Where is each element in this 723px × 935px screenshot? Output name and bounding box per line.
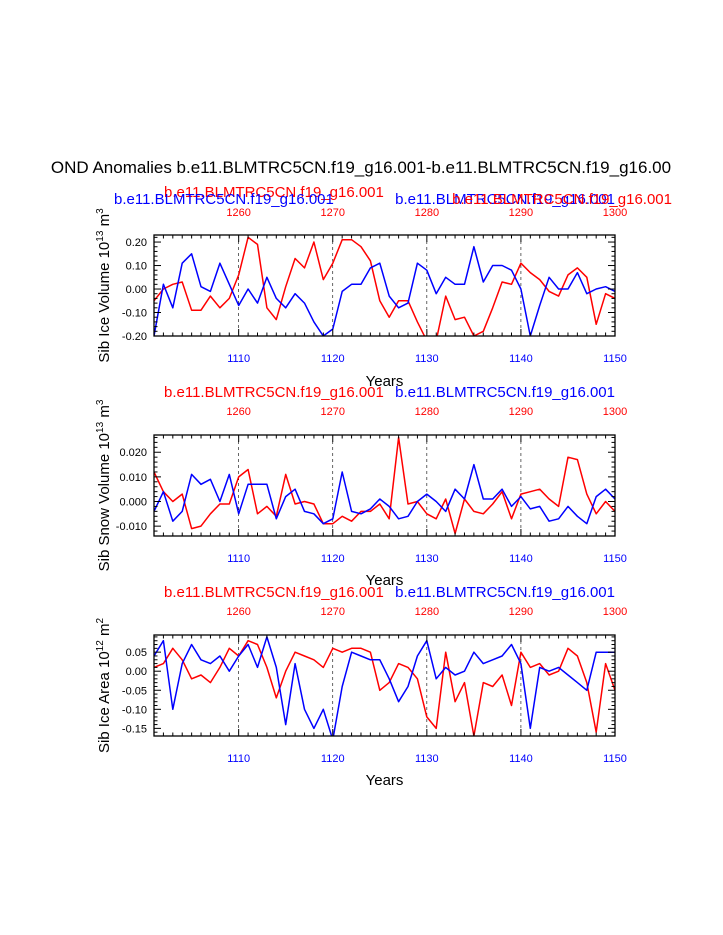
y-tick-label: 0.10 [126, 261, 147, 273]
x-tick-label-top: 1270 [321, 606, 345, 618]
y-tick-label: 0.000 [119, 497, 147, 509]
y-axis-title-exponent: 13 [95, 230, 106, 242]
x-tick-label-top: 1260 [226, 606, 250, 618]
series-group [154, 436, 615, 535]
x-tick-label-top: 1280 [415, 406, 439, 418]
x-tick-label-bottom: 1130 [415, 753, 439, 765]
y-tick-label: -0.010 [116, 521, 147, 533]
x-tick-label-top: 1290 [509, 207, 533, 219]
panel-2: b.e11.BLMTRC5CN.f19_g16.001 b.e11.BLMTRC5… [95, 384, 627, 589]
panel-title-left: b.e11.BLMTRC5CN.f19_g16.001 [164, 384, 384, 401]
x-tick-label-bottom: 1130 [415, 353, 439, 365]
y-tick-label: 0.20 [126, 237, 147, 249]
series-line-red [154, 436, 615, 535]
x-tick-label-top: 1300 [603, 406, 627, 418]
x-tick-label-top: 1260 [226, 406, 250, 418]
y-axis-title-unit-exponent: 2 [95, 618, 106, 624]
y-axis-title-unit-exponent: 3 [95, 399, 106, 405]
panels: b.e11.BLMTRC5CN.f19_g16.001 b.e11.BLMTRC5… [95, 184, 672, 789]
x-tick-label-bottom: 1150 [603, 753, 627, 765]
y-axis-title-unit-exponent: 3 [95, 208, 106, 214]
y-tick-label: -0.10 [122, 308, 147, 320]
x-tick-label-top: 1270 [321, 406, 345, 418]
y-axis-title-unit: m [96, 405, 113, 422]
panel-title-right: b.e11.BLMTRC5CN.f19_g16.001 [395, 191, 615, 208]
y-axis-title: Sib Ice Volume 1013 m3 [95, 208, 113, 363]
x-tick-label-top: 1280 [415, 606, 439, 618]
x-tick-label-bottom: 1140 [509, 753, 533, 765]
y-tick-label: -0.05 [122, 685, 147, 697]
y-axis-title-exponent: 13 [95, 421, 106, 433]
x-tick-label-bottom: 1110 [227, 553, 250, 565]
series-group [154, 236, 615, 336]
y-axis-title-main: Sib Snow Volume 10 [96, 433, 113, 571]
series-line-red [154, 236, 615, 336]
x-tick-label-top: 1300 [603, 606, 627, 618]
series-group [154, 636, 615, 736]
x-tick-label-bottom: 1150 [603, 353, 627, 365]
x-axis-title: Years [366, 373, 404, 390]
y-tick-label: 0.00 [126, 284, 147, 296]
x-tick-label-bottom: 1140 [509, 553, 533, 565]
series-line-blue [154, 636, 615, 736]
plot-frame [153, 634, 616, 737]
plot-frame [153, 234, 616, 337]
x-tick-label-bottom: 1150 [603, 553, 627, 565]
x-tick-label-top: 1280 [415, 207, 439, 219]
x-tick-label-bottom: 1120 [321, 353, 345, 365]
x-axis-title: Years [366, 772, 404, 789]
x-tick-label-bottom: 1110 [227, 753, 250, 765]
x-tick-label-top: 1290 [509, 406, 533, 418]
x-tick-label-bottom: 1120 [321, 753, 345, 765]
panel-title-right: b.e11.BLMTRC5CN.f19_g16.001 [395, 584, 615, 601]
panel-title-right: b.e11.BLMTRC5CN.f19_g16.001 [395, 384, 615, 401]
panel-3: b.e11.BLMTRC5CN.f19_g16.001 b.e11.BLMTRC5… [95, 584, 627, 789]
y-axis-title-unit: m [96, 214, 113, 231]
y-axis-title: Sib Snow Volume 1013 m3 [95, 399, 113, 571]
y-tick-label: 0.05 [126, 647, 147, 659]
y-axis-title-unit: m [96, 624, 113, 641]
plot-frame [153, 434, 616, 537]
series-line-red [154, 639, 615, 736]
x-tick-label-bottom: 1140 [509, 353, 533, 365]
panel-title-overlap-right: b.e11.BLMTRC5CN.f19_g16.001 [452, 191, 672, 208]
series-line-blue [154, 463, 615, 525]
panel-title-overlap-left: b.e11.BLMTRC5CN.f19_g16.001 [114, 191, 334, 208]
y-tick-label: -0.10 [122, 704, 147, 716]
panel-title-left: b.e11.BLMTRC5CN.f19_g16.001 [164, 584, 384, 601]
y-axis-title: Sib Ice Area 1012 m2 [95, 618, 113, 754]
x-tick-label-top: 1300 [603, 207, 627, 219]
x-tick-label-top: 1270 [321, 207, 345, 219]
y-tick-label: -0.20 [122, 331, 147, 343]
x-tick-label-top: 1260 [226, 207, 250, 219]
x-tick-label-bottom: 1110 [227, 353, 250, 365]
x-tick-label-bottom: 1120 [321, 553, 345, 565]
x-axis-title: Years [366, 572, 404, 589]
x-tick-label-top: 1290 [509, 606, 533, 618]
y-axis-title-main: Sib Ice Area 10 [96, 651, 113, 753]
panel-title-left: b.e11.BLMTRC5CN.f19_g16.001 [164, 184, 384, 201]
x-tick-label-bottom: 1130 [415, 553, 439, 565]
main-title: OND Anomalies b.e11.BLMTRC5CN.f19_g16.00… [51, 158, 671, 177]
y-tick-label: 0.010 [119, 472, 147, 484]
series-line-blue [154, 245, 615, 336]
y-axis-title-exponent: 12 [95, 640, 106, 652]
y-tick-label: 0.020 [119, 447, 147, 459]
y-axis-title-main: Sib Ice Volume 10 [96, 242, 113, 363]
y-tick-label: -0.15 [122, 723, 147, 735]
y-tick-label: 0.00 [126, 666, 147, 678]
panel-1: b.e11.BLMTRC5CN.f19_g16.001 b.e11.BLMTRC5… [95, 184, 672, 390]
